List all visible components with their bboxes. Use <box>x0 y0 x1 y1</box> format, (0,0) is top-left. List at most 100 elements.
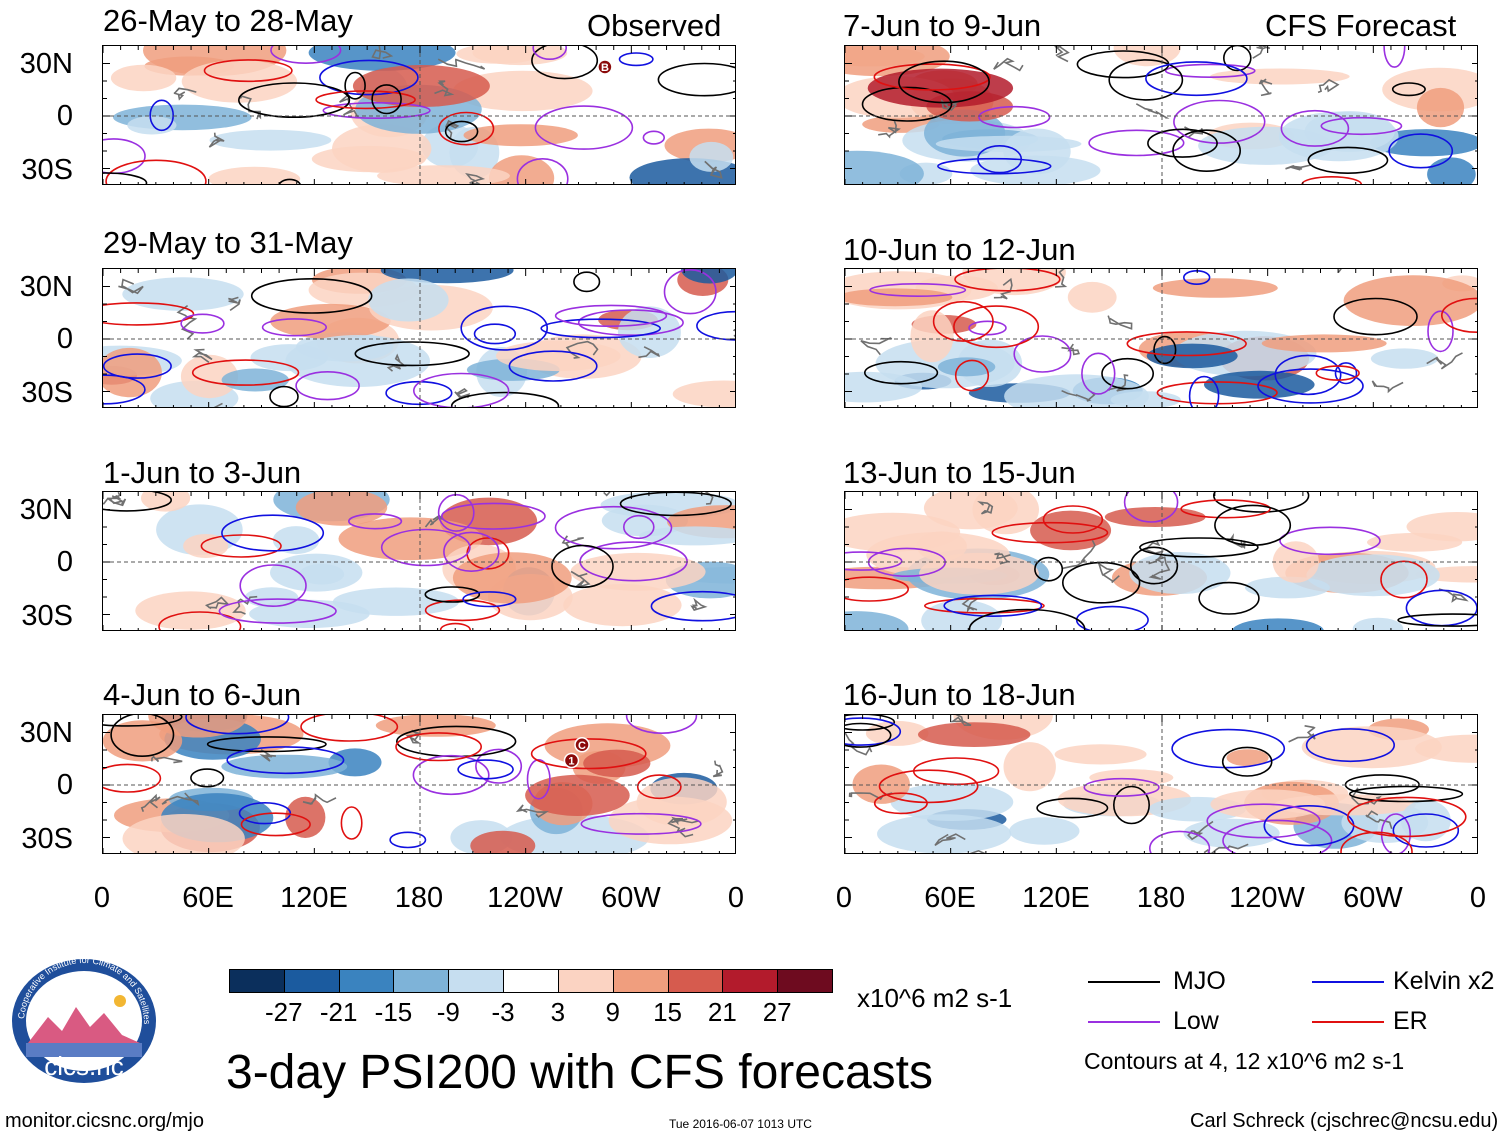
contour-line <box>1223 46 1252 72</box>
anomaly-shading <box>452 552 572 604</box>
coastline <box>712 760 724 778</box>
anomaly-shading <box>890 783 1014 821</box>
contour-line <box>1280 109 1350 147</box>
coastline <box>961 596 980 614</box>
lon-label: 60W <box>601 882 661 914</box>
legend-line-low <box>1088 1021 1160 1023</box>
contour-line <box>344 71 366 100</box>
contour-line <box>395 732 482 762</box>
contour-line <box>444 120 479 143</box>
map-panel-fcst-4 <box>844 714 1478 854</box>
lon-label: 60E <box>182 882 234 914</box>
lat-label-30s: 30S <box>21 154 73 186</box>
contour-line <box>1139 537 1259 558</box>
contour-line <box>1126 331 1247 357</box>
anomaly-shading <box>1054 744 1147 765</box>
contour-line <box>158 611 242 630</box>
colorbar-units: x10^6 m2 s-1 <box>857 983 1013 1013</box>
colorbar-swatch <box>557 969 614 993</box>
colorbar-swatch <box>722 969 779 993</box>
anomaly-shading <box>583 749 651 778</box>
contour-line <box>1346 796 1467 838</box>
contour-line <box>261 318 327 337</box>
coastline <box>570 570 591 588</box>
contour-line <box>1380 560 1428 599</box>
lat-label-eq: 0 <box>56 769 73 801</box>
contour-line <box>1101 357 1155 390</box>
coastline <box>934 833 966 846</box>
contour-line <box>863 360 939 385</box>
coastline <box>671 816 699 826</box>
contour-line <box>508 350 598 382</box>
contour-line <box>1222 819 1333 853</box>
anomaly-shading <box>525 774 630 816</box>
coastline <box>173 87 197 101</box>
anomaly-shading <box>127 116 177 135</box>
contour-line <box>1213 492 1310 513</box>
contour-line <box>460 305 549 351</box>
contour-line <box>475 748 523 784</box>
contour-line <box>968 320 1007 336</box>
contour-line <box>625 715 698 734</box>
contour-line <box>1206 803 1321 839</box>
anomaly-shading <box>1003 742 1056 792</box>
anomaly-shading <box>845 46 950 77</box>
contour-line <box>103 492 172 512</box>
coastline <box>1288 725 1316 743</box>
contour-line <box>923 597 1045 614</box>
coastline <box>151 755 183 764</box>
anomaly-shading <box>122 277 244 311</box>
coastline <box>1107 315 1133 330</box>
anomaly-shading <box>141 492 191 512</box>
colorbar-swatch <box>448 969 505 993</box>
colorbar-tick-label: 9 <box>605 997 620 1027</box>
coastline <box>1229 533 1246 549</box>
anomaly-shading <box>221 754 348 779</box>
anomaly-shading <box>617 306 681 358</box>
contour-line <box>1307 146 1389 175</box>
contour-line <box>1042 505 1104 534</box>
observed-label: Observed <box>587 8 722 43</box>
contour-line <box>462 591 517 608</box>
anomaly-shading <box>570 552 706 591</box>
lat-label-30n: 30N <box>19 48 73 80</box>
lon-label: 0 <box>835 882 853 914</box>
panel-title: 26-May to 28-May <box>103 3 353 38</box>
anomaly-shading <box>295 492 388 526</box>
lon-label: 60W <box>1343 882 1403 914</box>
map-canvas <box>845 715 1477 853</box>
coastline <box>1107 374 1129 392</box>
coastline <box>994 552 1011 565</box>
contour-line <box>1171 728 1286 769</box>
coastline <box>860 337 893 356</box>
anomaly-shading <box>377 165 510 184</box>
panel-title: 13-Jun to 15-Jun <box>843 455 1076 490</box>
contour-line <box>1081 352 1116 395</box>
footer-url[interactable]: monitor.cicsnc.org/mjo <box>5 1110 204 1132</box>
contour-line <box>239 564 307 608</box>
contour-line <box>319 59 419 96</box>
contour-line <box>845 722 892 748</box>
coastline <box>515 804 549 818</box>
anomaly-shading <box>285 796 326 838</box>
contour-line <box>540 318 662 339</box>
contour-line <box>424 586 481 603</box>
contour-line <box>1274 354 1342 396</box>
anomaly-shading <box>1004 374 1149 407</box>
contour-line <box>226 746 345 775</box>
map-panel-fcst-2 <box>844 268 1478 408</box>
anomaly-shading <box>1261 334 1387 353</box>
lat-label-eq: 0 <box>56 100 73 132</box>
map-panel-obs-1: B <box>102 45 736 185</box>
anomaly-shading <box>110 64 177 92</box>
contour-line <box>1257 368 1364 404</box>
contour-line <box>953 305 1040 349</box>
anomaly-shading <box>496 340 621 372</box>
coastline <box>1148 556 1171 580</box>
map-canvas: C1 <box>103 715 735 853</box>
contour-line <box>1036 797 1109 819</box>
contour-line <box>978 105 1051 129</box>
anomaly-shading <box>1244 576 1330 599</box>
anomaly-shading <box>208 166 301 184</box>
contour-line <box>250 277 373 314</box>
